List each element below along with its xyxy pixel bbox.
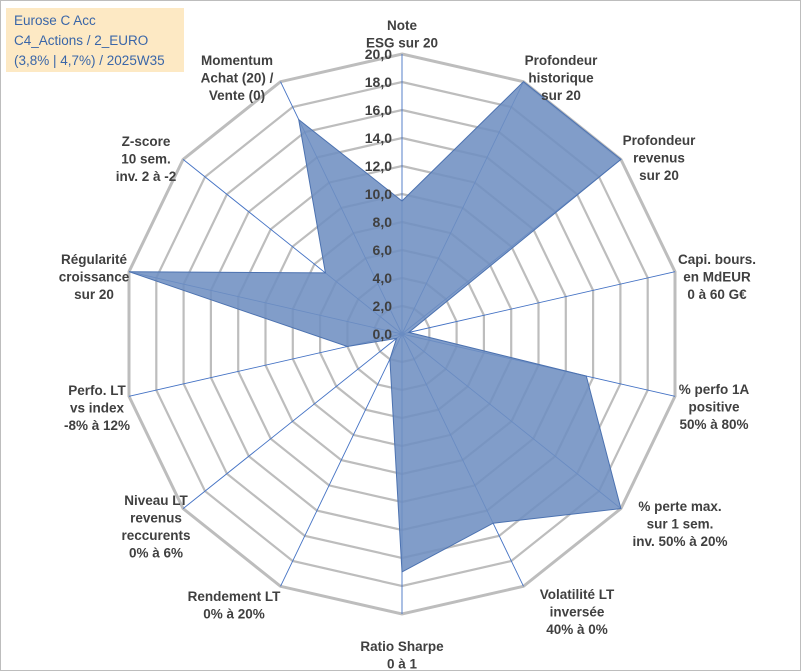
axis-spoke [401,271,676,335]
radial-tick-label: 18,0 [365,74,392,90]
radial-tick-label: 8,0 [373,214,393,230]
axis-label: Capi. bours. en MdEUR 0 à 60 G€ [678,252,756,302]
series-area [128,81,622,573]
axis-label: Profondeur historique sur 20 [525,53,598,103]
radial-tick-label: 2,0 [373,298,393,314]
radial-tick-label: 6,0 [373,242,393,258]
radial-tick-label: 20,0 [365,46,392,62]
axis-label: Ratio Sharpe 0 à 1 [360,639,444,671]
radial-tick-label: 4,0 [373,270,393,286]
axis-label: Note ESG sur 20 [366,18,438,51]
axis-label: Profondeur revenus sur 20 [623,133,696,183]
fund-name: Eurose C Acc [14,13,96,28]
axis-label: Régularité croissance sur 20 [59,252,130,302]
axis-label: Perfo. LT vs index -8% à 12% [64,383,130,433]
tick-layer: 0,0 2,0 4,0 6,0 8,0 10,0 12,0 14,0 16,0 18,0 20,0 [365,46,392,342]
axis-label: Niveau LT revenus reccurents 0% à 6% [121,493,190,561]
fund-category: C4_Actions / 2_EURO [14,33,149,48]
axis-label: % perfo 1A positive 50% à 80% [679,382,750,432]
axis-label: Rendement LT 0% à 20% [188,589,282,622]
axis-label: Volatilité LT inversée 40% à 0% [540,587,615,637]
radial-tick-label: 10,0 [365,186,392,202]
axis-label: % perte max. sur 1 sem. inv. 50% à 20% [632,499,727,549]
fund-stats: (3,8% | 4,7%) / 2025W35 [14,53,165,68]
radial-tick-label: 12,0 [365,158,392,174]
label-layer: Note ESG sur 20 Profondeur historique sur 20… [59,18,756,671]
axis-label: Momentum Achat (20) / Vente (0) [201,53,274,103]
series-layer [128,81,622,573]
axis-spoke [280,333,403,587]
axis-label: Z-score 10 sem. inv. 2 à -2 [116,134,177,184]
chart-title-box: Eurose C Acc C4_Actions / 2_EURO (3,8% |… [6,8,184,72]
radial-tick-label: 16,0 [365,102,392,118]
axis-spoke [182,333,403,509]
radial-tick-label: 0,0 [373,326,393,342]
radial-tick-label: 14,0 [365,130,392,146]
